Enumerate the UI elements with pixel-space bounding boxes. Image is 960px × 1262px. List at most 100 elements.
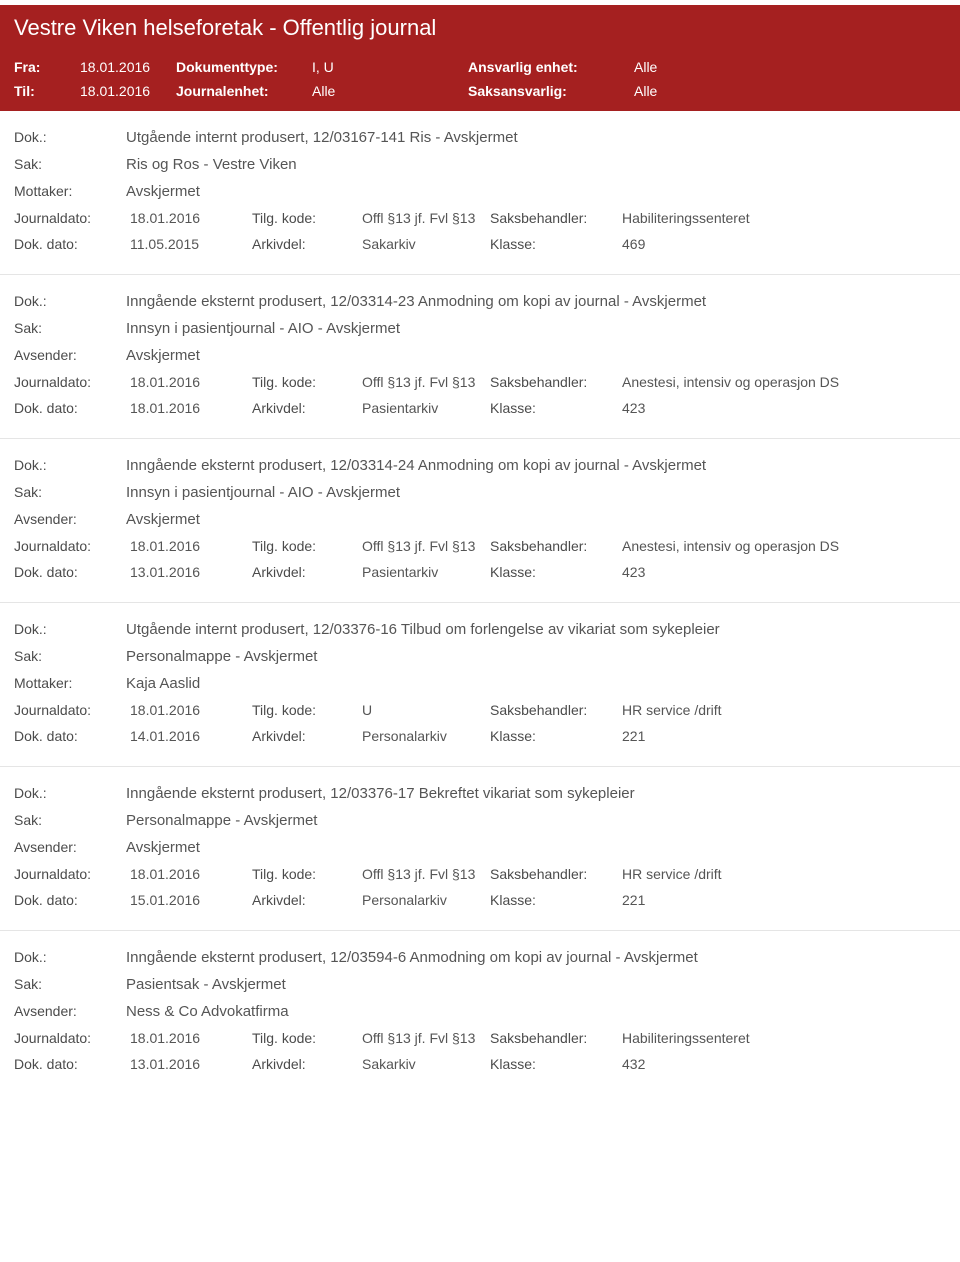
- saksbehandler-value: Habiliteringssenteret: [622, 210, 946, 226]
- arkivdel-value: Pasientarkiv: [362, 564, 486, 580]
- sak-label: Sak:: [14, 484, 126, 500]
- party-label: Avsender:: [14, 347, 126, 363]
- klasse-value: 221: [622, 728, 946, 744]
- party-label: Avsender:: [14, 511, 126, 527]
- dok-label: Dok.:: [14, 129, 126, 145]
- arkivdel-label: Arkivdel:: [252, 400, 358, 416]
- tilgkode-label: Tilg. kode:: [252, 702, 358, 718]
- saksbehandler-value: Anestesi, intensiv og operasjon DS: [622, 538, 946, 554]
- dokdato-label: Dok. dato:: [14, 1056, 126, 1072]
- arkivdel-value: Personalarkiv: [362, 728, 486, 744]
- dokdato-value: 11.05.2015: [130, 236, 248, 252]
- klasse-label: Klasse:: [490, 236, 618, 252]
- tilgkode-value: Offl §13 jf. Fvl §13: [362, 866, 486, 882]
- party-value: Avskjermet: [126, 347, 200, 364]
- saksbehandler-label: Saksbehandler:: [490, 866, 618, 882]
- journaldato-value: 18.01.2016: [130, 374, 248, 390]
- klasse-value: 423: [622, 564, 946, 580]
- filter-fra-value: 18.01.2016: [80, 59, 170, 75]
- sak-value: Personalmappe - Avskjermet: [126, 648, 317, 665]
- filter-journalenhet-label: Journalenhet:: [176, 83, 306, 99]
- klasse-value: 221: [622, 892, 946, 908]
- journaldato-label: Journaldato:: [14, 538, 126, 554]
- klasse-value: 469: [622, 236, 946, 252]
- dok-label: Dok.:: [14, 785, 126, 801]
- klasse-label: Klasse:: [490, 892, 618, 908]
- filter-ansvarlig-label: Ansvarlig enhet:: [468, 59, 628, 75]
- arkivdel-value: Pasientarkiv: [362, 400, 486, 416]
- journal-record: Dok.: Inngående eksternt produsert, 12/0…: [0, 275, 960, 439]
- klasse-label: Klasse:: [490, 564, 618, 580]
- arkivdel-label: Arkivdel:: [252, 1056, 358, 1072]
- sak-label: Sak:: [14, 648, 126, 664]
- saksbehandler-label: Saksbehandler:: [490, 374, 618, 390]
- dokdato-value: 15.01.2016: [130, 892, 248, 908]
- tilgkode-value: Offl §13 jf. Fvl §13: [362, 210, 486, 226]
- filter-til-label: Til:: [14, 83, 74, 99]
- dok-label: Dok.:: [14, 457, 126, 473]
- dok-label: Dok.:: [14, 621, 126, 637]
- party-label: Mottaker:: [14, 675, 126, 691]
- klasse-label: Klasse:: [490, 400, 618, 416]
- saksbehandler-value: HR service /drift: [622, 866, 946, 882]
- saksbehandler-label: Saksbehandler:: [490, 210, 618, 226]
- arkivdel-label: Arkivdel:: [252, 564, 358, 580]
- journaldato-label: Journaldato:: [14, 210, 126, 226]
- dok-label: Dok.:: [14, 293, 126, 309]
- party-label: Avsender:: [14, 839, 126, 855]
- klasse-label: Klasse:: [490, 728, 618, 744]
- records-list: Dok.: Utgående internt produsert, 12/031…: [0, 111, 960, 1094]
- journaldato-label: Journaldato:: [14, 374, 126, 390]
- dok-value: Inngående eksternt produsert, 12/03376-1…: [126, 785, 635, 802]
- dokdato-label: Dok. dato:: [14, 236, 126, 252]
- party-label: Avsender:: [14, 1003, 126, 1019]
- sak-value: Personalmappe - Avskjermet: [126, 812, 317, 829]
- filter-bar: Fra: 18.01.2016 Dokumenttype: I, U Ansva…: [0, 51, 960, 111]
- journal-record: Dok.: Inngående eksternt produsert, 12/0…: [0, 767, 960, 931]
- dokdato-value: 13.01.2016: [130, 1056, 248, 1072]
- journaldato-label: Journaldato:: [14, 1030, 126, 1046]
- saksbehandler-value: Anestesi, intensiv og operasjon DS: [622, 374, 946, 390]
- journaldato-value: 18.01.2016: [130, 702, 248, 718]
- journaldato-label: Journaldato:: [14, 702, 126, 718]
- klasse-label: Klasse:: [490, 1056, 618, 1072]
- arkivdel-value: Sakarkiv: [362, 1056, 486, 1072]
- arkivdel-label: Arkivdel:: [252, 236, 358, 252]
- arkivdel-value: Sakarkiv: [362, 236, 486, 252]
- journaldato-value: 18.01.2016: [130, 538, 248, 554]
- filter-journalenhet-value: Alle: [312, 83, 462, 99]
- sak-label: Sak:: [14, 320, 126, 336]
- party-value: Avskjermet: [126, 511, 200, 528]
- sak-value: Innsyn i pasientjournal - AIO - Avskjerm…: [126, 484, 400, 501]
- party-value: Kaja Aaslid: [126, 675, 200, 692]
- dok-label: Dok.:: [14, 949, 126, 965]
- party-value: Ness & Co Advokatfirma: [126, 1003, 289, 1020]
- journal-record: Dok.: Inngående eksternt produsert, 12/0…: [0, 931, 960, 1094]
- filter-fra-label: Fra:: [14, 59, 74, 75]
- arkivdel-label: Arkivdel:: [252, 892, 358, 908]
- dok-value: Utgående internt produsert, 12/03376-16 …: [126, 621, 720, 638]
- klasse-value: 432: [622, 1056, 946, 1072]
- party-value: Avskjermet: [126, 183, 200, 200]
- saksbehandler-label: Saksbehandler:: [490, 1030, 618, 1046]
- dok-value: Utgående internt produsert, 12/03167-141…: [126, 129, 518, 146]
- dokdato-value: 14.01.2016: [130, 728, 248, 744]
- tilgkode-value: Offl §13 jf. Fvl §13: [362, 1030, 486, 1046]
- dokdato-value: 18.01.2016: [130, 400, 248, 416]
- journal-record: Dok.: Utgående internt produsert, 12/033…: [0, 603, 960, 767]
- dokdato-label: Dok. dato:: [14, 728, 126, 744]
- journal-record: Dok.: Inngående eksternt produsert, 12/0…: [0, 439, 960, 603]
- tilgkode-value: Offl §13 jf. Fvl §13: [362, 374, 486, 390]
- saksbehandler-label: Saksbehandler:: [490, 702, 618, 718]
- journaldato-value: 18.01.2016: [130, 1030, 248, 1046]
- dokdato-label: Dok. dato:: [14, 892, 126, 908]
- klasse-value: 423: [622, 400, 946, 416]
- sak-value: Pasientsak - Avskjermet: [126, 976, 286, 993]
- sak-label: Sak:: [14, 976, 126, 992]
- tilgkode-label: Tilg. kode:: [252, 866, 358, 882]
- journal-record: Dok.: Utgående internt produsert, 12/031…: [0, 111, 960, 275]
- dok-value: Inngående eksternt produsert, 12/03314-2…: [126, 457, 706, 474]
- saksbehandler-value: Habiliteringssenteret: [622, 1030, 946, 1046]
- filter-saksansvarlig-value: Alle: [634, 83, 754, 99]
- dokdato-label: Dok. dato:: [14, 400, 126, 416]
